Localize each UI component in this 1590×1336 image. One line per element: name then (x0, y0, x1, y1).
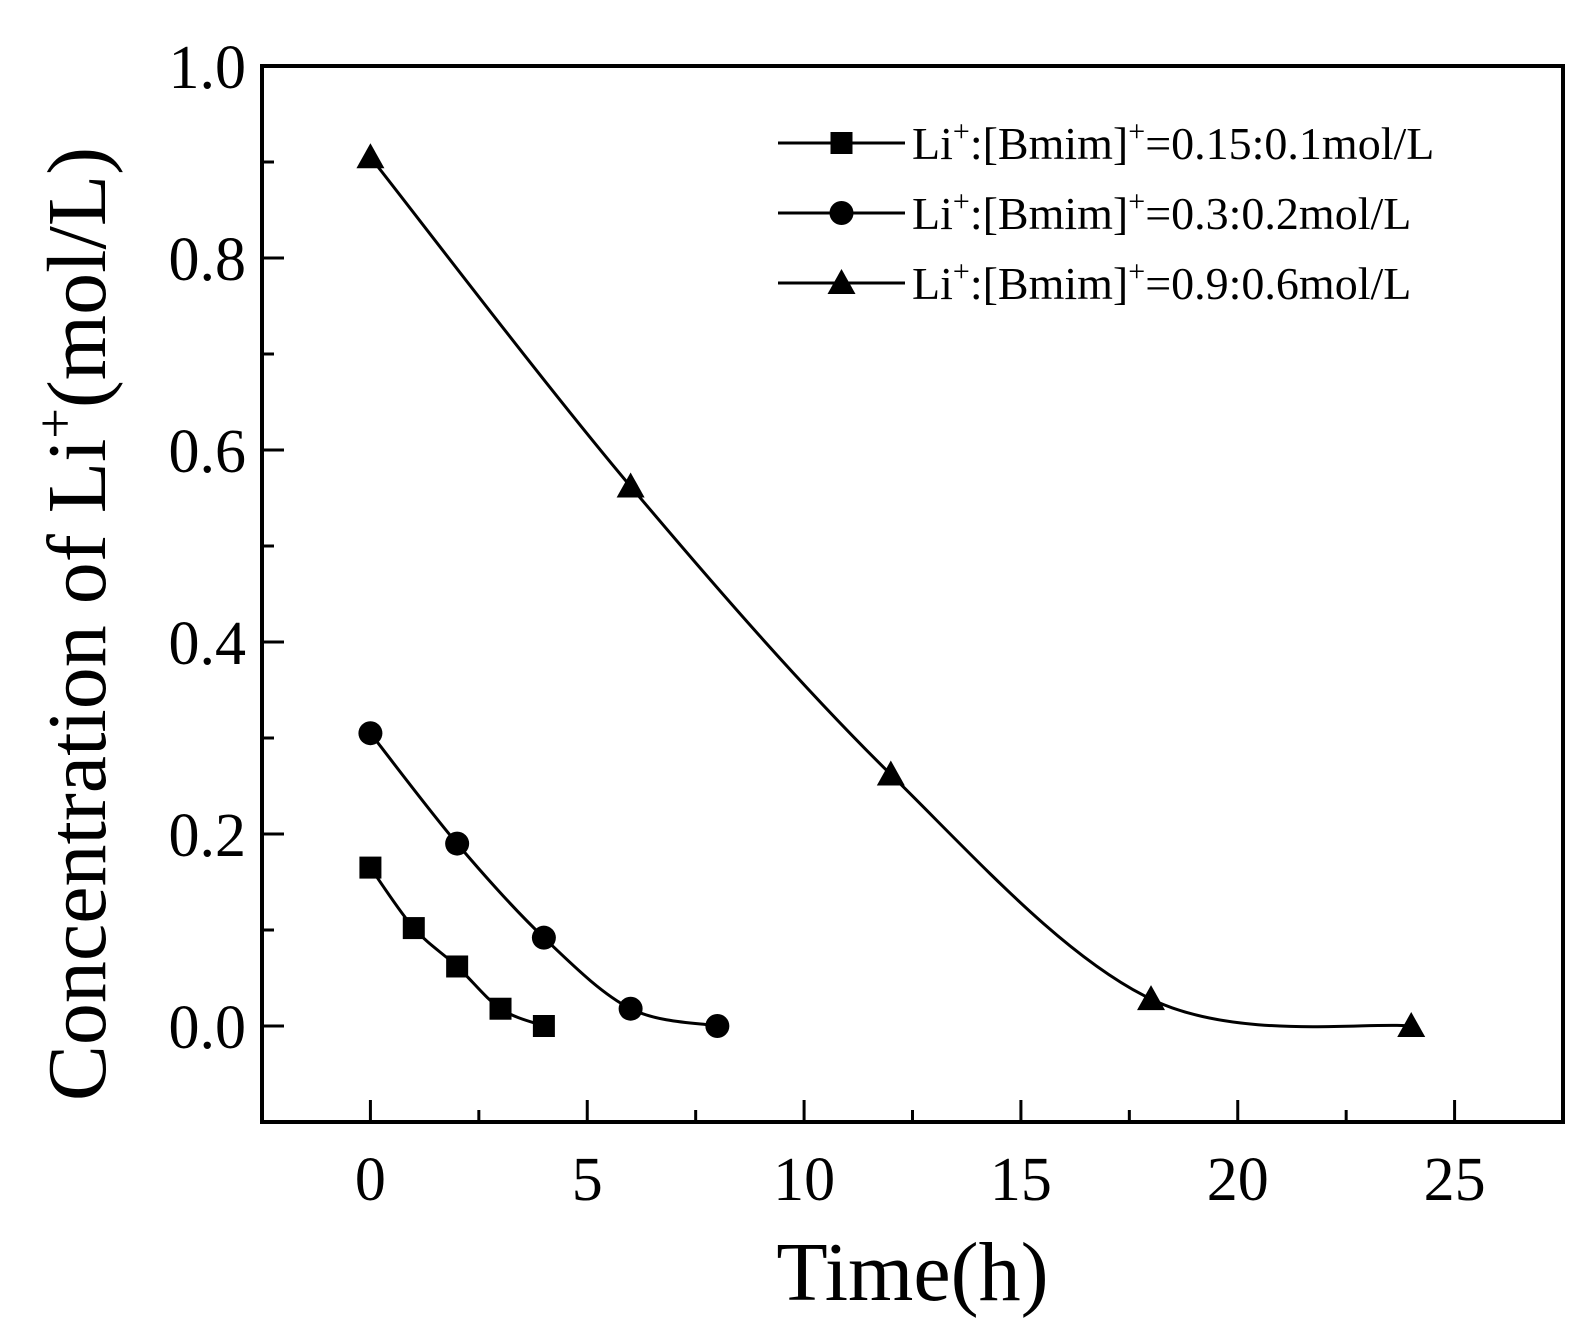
legend-label-part: + (953, 255, 970, 288)
legend-label-part: + (953, 115, 970, 148)
y-tick-label: 0.4 (169, 610, 247, 678)
legend-label: Li+:[Bmim]+=0.15:0.1mol/L (912, 115, 1434, 169)
data-point (618, 996, 643, 1021)
series-circle (358, 721, 730, 1038)
legend-label-part: :[Bmim] (970, 258, 1128, 309)
legend-label-part: + (1128, 185, 1145, 218)
series-square (359, 856, 555, 1037)
data-point (358, 721, 383, 746)
y-axis-title-sup: + (25, 408, 85, 438)
legend-marker (829, 201, 854, 225)
legend-item: Li+:[Bmim]+=0.9:0.6mol/L (778, 255, 1411, 309)
y-tick-label: 0.8 (169, 226, 247, 294)
legend-label-part: Li (912, 258, 953, 309)
y-tick-label: 0.2 (169, 802, 247, 870)
y-axis-title: Concentration of Li+(mol/L) (25, 147, 124, 1101)
x-tick-label: 25 (1424, 1146, 1486, 1214)
series-line (369, 156, 1412, 1029)
x-tick-label: 10 (773, 1146, 835, 1214)
legend-label-part: + (1128, 255, 1145, 288)
y-tick-label: 1.0 (169, 34, 247, 102)
legend-label-part: :[Bmim] (970, 188, 1128, 239)
legend-label: Li+:[Bmim]+=0.3:0.2mol/L (912, 185, 1411, 239)
data-point (356, 143, 385, 169)
data-point (531, 925, 556, 950)
data-point (446, 955, 469, 978)
y-axis-title-suffix: (mol/L) (31, 147, 124, 408)
data-point (876, 760, 905, 786)
legend-item: Li+:[Bmim]+=0.3:0.2mol/L (778, 185, 1411, 239)
x-tick-label: 5 (572, 1146, 603, 1214)
legend-label-part: =0.3:0.2mol/L (1145, 188, 1411, 239)
x-tick-label: 20 (1207, 1146, 1269, 1214)
legend-marker (827, 269, 856, 294)
y-tick-label: 0.0 (169, 994, 247, 1062)
legend-marker (830, 132, 853, 154)
series-line (369, 866, 545, 1028)
legend-label-part: Li (912, 118, 953, 169)
data-point (359, 856, 382, 879)
legend-item: Li+:[Bmim]+=0.15:0.1mol/L (778, 115, 1434, 169)
legend-label-part: =0.15:0.1mol/L (1145, 118, 1434, 169)
data-point (489, 997, 512, 1020)
legend-label-part: + (953, 185, 970, 218)
x-axis-title: Time(h) (776, 1226, 1048, 1319)
legend: Li+:[Bmim]+=0.15:0.1mol/LLi+:[Bmim]+=0.3… (778, 115, 1434, 309)
series-line (369, 732, 718, 1028)
legend-label-part: :[Bmim] (970, 118, 1128, 169)
x-tick-label: 0 (355, 1146, 386, 1214)
data-point (1397, 1012, 1426, 1037)
plot-area (356, 143, 1426, 1038)
legend-label: Li+:[Bmim]+=0.9:0.6mol/L (912, 255, 1411, 309)
y-axis-title-prefix: Concentration of Li (31, 439, 124, 1101)
series-triangle (356, 143, 1426, 1037)
legend-label-part: =0.9:0.6mol/L (1145, 258, 1411, 309)
data-point (445, 831, 470, 856)
y-tick-label: 0.6 (169, 418, 247, 486)
legend-label-part: + (1128, 115, 1145, 148)
data-point (402, 917, 425, 940)
data-point (1137, 985, 1166, 1011)
data-point (705, 1014, 730, 1038)
legend-label-part: Li (912, 188, 953, 239)
x-tick-label: 15 (990, 1146, 1052, 1214)
data-point (616, 472, 645, 498)
data-point (532, 1015, 555, 1037)
axes: 0 5 10 15 20 25 0.0 0.2 0.4 0.6 0.8 1.0 Time(h) Conce… (25, 34, 1565, 1319)
